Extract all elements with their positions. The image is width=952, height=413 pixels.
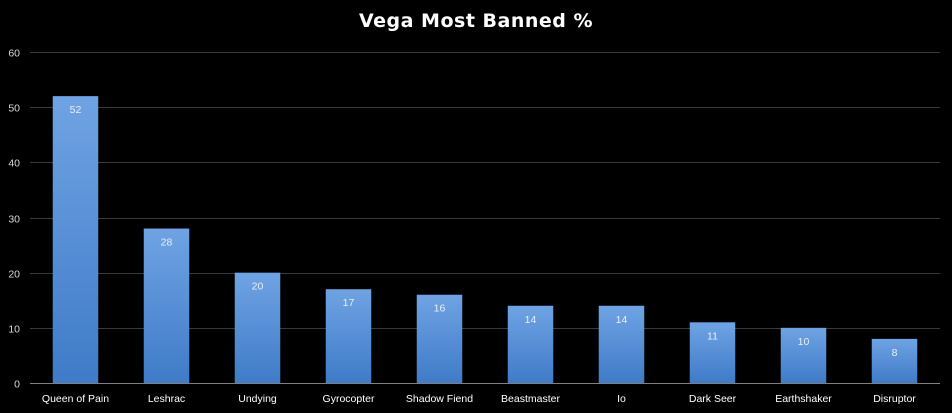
- data-label: 8: [892, 347, 898, 359]
- x-tick-label: Earthshaker: [775, 393, 832, 405]
- x-tick-label: Io: [617, 393, 626, 405]
- bars: 52 28 20 17 16 14 14 11 10 8: [52, 96, 918, 383]
- x-tick-label: Dark Seer: [689, 393, 737, 405]
- x-axis-ticks: Queen of Pain Leshrac Undying Gyrocopter Sha…: [42, 393, 916, 405]
- bar: [780, 327, 827, 383]
- data-label: 14: [525, 314, 537, 326]
- y-tick-label: 40: [8, 158, 20, 170]
- bar: [507, 305, 554, 383]
- y-axis-ticks: 0 10 20 30 40 50 60: [8, 48, 20, 391]
- bar: [325, 289, 372, 383]
- data-label: 14: [616, 314, 628, 326]
- bar: [871, 338, 918, 383]
- data-label: 11: [707, 330, 718, 342]
- data-label: 28: [161, 237, 173, 249]
- bar: [689, 322, 736, 383]
- bar: [416, 294, 463, 383]
- y-tick-label: 50: [8, 103, 20, 115]
- bar: [598, 305, 645, 383]
- x-tick-label: Beastmaster: [501, 393, 560, 405]
- bar: [52, 96, 99, 383]
- data-label: 16: [434, 303, 446, 315]
- bar: [234, 272, 281, 383]
- bar: [143, 228, 190, 383]
- data-label: 17: [343, 297, 355, 309]
- x-tick-label: Undying: [238, 393, 277, 405]
- y-tick-label: 60: [8, 48, 20, 60]
- y-tick-label: 10: [8, 324, 20, 336]
- chart-title: Vega Most Banned %: [358, 10, 594, 32]
- x-tick-label: Queen of Pain: [42, 393, 109, 405]
- x-tick-label: Disruptor: [873, 393, 916, 405]
- data-label: 10: [798, 336, 810, 348]
- x-tick-label: Shadow Fiend: [406, 393, 473, 405]
- data-label: 52: [70, 104, 82, 116]
- x-tick-label: Gyrocopter: [323, 393, 375, 405]
- data-label: 20: [252, 281, 264, 293]
- y-tick-label: 30: [8, 214, 20, 226]
- y-tick-label: 0: [14, 379, 20, 391]
- x-tick-label: Leshrac: [148, 393, 185, 405]
- y-tick-label: 20: [8, 269, 20, 281]
